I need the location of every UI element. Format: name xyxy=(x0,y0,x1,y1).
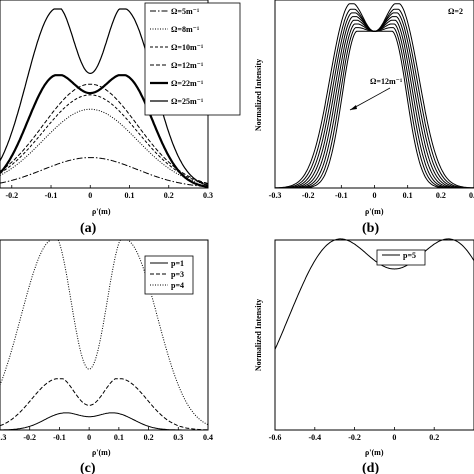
series-line xyxy=(275,23,474,189)
x-tick-label: 0 xyxy=(88,191,92,200)
legend-label: Ω=12m⁻¹ xyxy=(171,61,204,70)
legend-box xyxy=(144,255,194,295)
series-line xyxy=(275,30,474,189)
x-tick-label: 0 xyxy=(392,433,396,442)
panel-c-ticks: -0.3 -0.2 -0.1 0 0.1 0.2 0.3 0.4 xyxy=(0,427,213,442)
legend-box xyxy=(376,249,426,266)
panel-c-caption: (c) xyxy=(80,461,96,474)
x-tick-label: -0.2 xyxy=(302,191,315,200)
panel-b: Normalized Intensity -0.3 -0.2 -0.1 0 0.1 0.2… xyxy=(254,0,474,236)
x-tick-label: 0.1 xyxy=(114,433,124,442)
annotation-mid: Ω=12m⁻¹ xyxy=(370,77,403,86)
panel-c-legend: p=1 p=3 p=4 xyxy=(144,255,194,295)
panel-b-ticks: -0.3 -0.2 -0.1 0 0.1 0.2 0.3 xyxy=(269,185,474,200)
panel-d-caption: (d) xyxy=(362,461,379,474)
legend-label: Ω=22m⁻¹ xyxy=(171,79,204,88)
x-tick-label: -0.4 xyxy=(308,433,321,442)
series-line xyxy=(0,108,209,185)
series-line xyxy=(275,8,474,189)
series-line xyxy=(275,27,474,189)
panel-b-xlabel: ρ'(m) xyxy=(365,207,384,216)
legend-label: Ω=25m⁻¹ xyxy=(171,97,204,106)
panel-a-curves xyxy=(0,8,209,188)
legend-label: p=5 xyxy=(403,251,416,260)
x-tick-label: -0.2 xyxy=(5,191,18,200)
x-tick-label: 0.2 xyxy=(164,191,174,200)
series-line xyxy=(274,238,474,350)
panel-a-ticks: -0.2 -0.1 0 0.1 0.2 0.3 xyxy=(5,185,213,200)
series-line xyxy=(0,8,209,186)
series-line xyxy=(275,16,474,189)
series-line xyxy=(0,83,209,184)
legend-label: Ω=8m⁻¹ xyxy=(171,25,200,34)
x-tick-label: 0 xyxy=(373,191,377,200)
panel-d: Normalized Intensity -0.6 -0.4 -0.2 0 0.2 p=… xyxy=(254,238,474,474)
legend-label: p=1 xyxy=(171,259,184,268)
panel-d-xlabel: ρ'(m) xyxy=(365,448,384,457)
x-tick-label: 0.4 xyxy=(203,433,213,442)
legend-label: Ω=5m⁻¹ xyxy=(171,7,200,16)
annotation-top: Ω=2 xyxy=(448,7,463,16)
arrow-head xyxy=(350,105,357,110)
panel-d-ticks: -0.6 -0.4 -0.2 0 0.2 xyxy=(269,427,439,442)
x-tick-label: 0.1 xyxy=(403,191,413,200)
x-tick-label: -0.2 xyxy=(23,433,36,442)
panel-a-xlabel: ρ'(m) xyxy=(92,207,111,216)
series-line xyxy=(0,378,208,431)
x-tick-label: 0.2 xyxy=(144,433,154,442)
series-line xyxy=(275,19,474,189)
series-line xyxy=(275,12,474,189)
legend-label: p=4 xyxy=(171,281,184,290)
x-tick-label: 0.3 xyxy=(173,433,183,442)
panel-b-frame xyxy=(274,0,474,189)
legend-box xyxy=(144,2,241,116)
series-line xyxy=(274,3,474,189)
x-tick-label: -0.2 xyxy=(348,433,361,442)
panel-b-caption: (b) xyxy=(362,221,379,236)
panel-d-legend: p=5 xyxy=(376,249,426,266)
x-tick-label: -0.1 xyxy=(53,433,66,442)
panel-b-ylabel: Normalized Intensity xyxy=(254,59,263,131)
panel-c: -0.3 -0.2 -0.1 0 0.1 0.2 0.3 0.4 p=1 p=3 p=4 ρ'(m… xyxy=(0,239,213,474)
x-tick-label: -0.3 xyxy=(0,433,6,442)
series-line xyxy=(0,74,209,188)
x-tick-label: 0 xyxy=(87,433,91,442)
panel-a-legend: Ω=5m⁻¹ Ω=8m⁻¹ Ω=10m⁻¹ Ω=12m⁻¹ Ω=22m⁻¹ Ω=25m⁻¹ xyxy=(144,2,241,116)
x-tick-label: 0.2 xyxy=(429,433,439,442)
panel-c-frame xyxy=(0,239,209,431)
x-tick-label: -0.6 xyxy=(269,433,282,442)
legend-label: Ω=10m⁻¹ xyxy=(171,43,204,52)
panel-a: -0.2 -0.1 0 0.1 0.2 0.3 ρ'(m) (a) Ω=5m⁻¹ Ω=8m⁻… xyxy=(0,0,241,236)
x-tick-label: -0.1 xyxy=(45,191,58,200)
legend-label: p=3 xyxy=(171,270,184,279)
panel-d-curves xyxy=(274,238,474,350)
series-line xyxy=(0,157,209,188)
panel-d-frame xyxy=(274,239,474,431)
x-tick-label: 0.3 xyxy=(203,191,213,200)
x-tick-label: 0.1 xyxy=(125,191,135,200)
panel-c-xlabel: ρ'(m) xyxy=(92,448,111,457)
series-line xyxy=(0,94,209,185)
x-tick-label: -0.1 xyxy=(335,191,348,200)
annotation-arrow xyxy=(349,87,391,111)
x-tick-label: 0.3 xyxy=(469,191,474,200)
panel-a-caption: (a) xyxy=(80,221,97,236)
x-tick-label: 0.2 xyxy=(436,191,446,200)
panel-b-curves xyxy=(274,3,474,189)
x-tick-label: -0.3 xyxy=(269,191,282,200)
panel-c-curves xyxy=(0,239,209,431)
panel-d-ylabel: Normalized Intensity xyxy=(254,299,263,371)
series-line xyxy=(0,412,208,431)
